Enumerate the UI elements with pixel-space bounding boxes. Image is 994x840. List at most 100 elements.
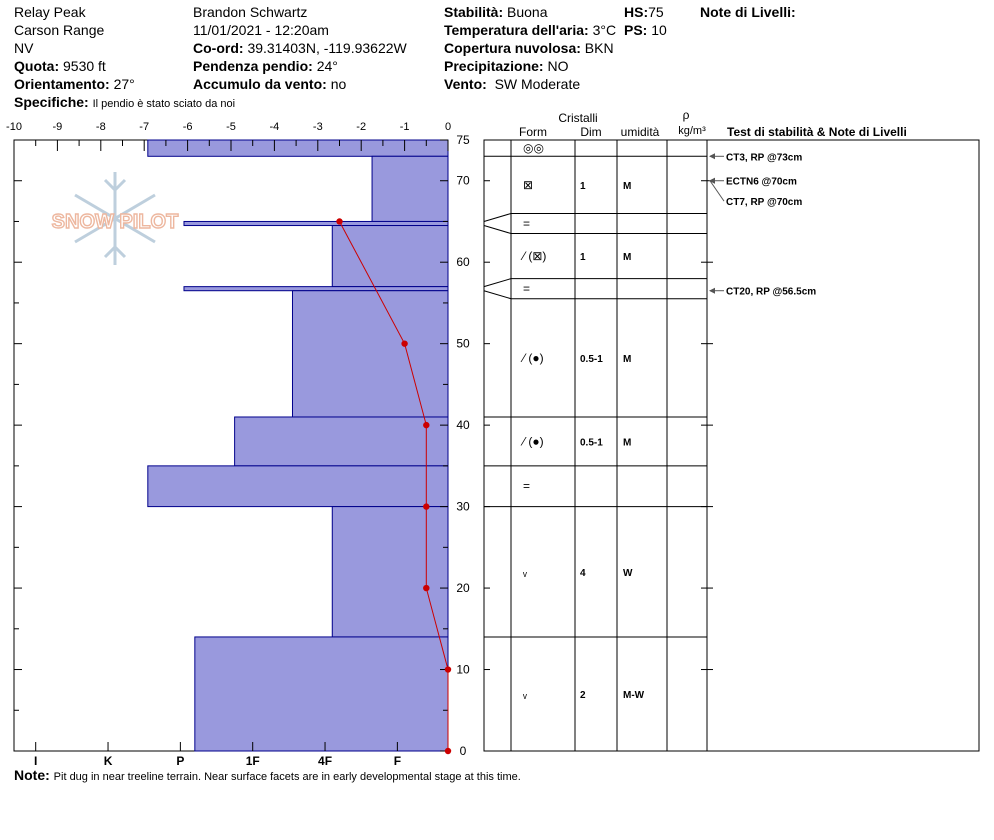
elevation-row: Quota: 9530 ft — [14, 57, 235, 75]
layer-notes-heading: Note di Livelli: — [700, 3, 796, 21]
layer-connector — [483, 212, 512, 222]
specifics-row: Specifiche: Il pendio è stato sciato da … — [14, 93, 235, 113]
temp-tick-label: -8 — [96, 121, 106, 133]
layer-moisture: M — [623, 437, 631, 448]
hardness-layers — [147, 139, 449, 752]
layer-size: 0.5-1 — [580, 437, 603, 448]
slope-value: 24° — [316, 58, 338, 74]
coord-label: Co-ord: — [193, 40, 244, 56]
depth-tick-label: 70 — [456, 174, 470, 188]
hardness-bar — [194, 636, 449, 752]
temp-tick-label: -2 — [356, 121, 366, 133]
depth-tick-label: 20 — [456, 581, 470, 595]
layer-moisture: W — [623, 568, 633, 579]
layer-size: 0.5-1 — [580, 354, 603, 365]
layer-size: 4 — [580, 568, 586, 579]
layer-form: = — [523, 479, 530, 493]
depth-tick-label: 60 — [456, 255, 470, 269]
layer-connector — [483, 225, 512, 235]
stability-row: Stabilità: Buona — [444, 3, 616, 21]
layer-size: 1 — [580, 252, 586, 263]
layer-moisture: M-W — [623, 690, 645, 701]
wind-row: Vento: SW Moderate — [444, 75, 616, 93]
header-stability-tests: Test di stabilità & Note di Livelli — [727, 125, 907, 139]
precip-value: NO — [547, 58, 569, 74]
precip-row: Precipitazione: NO — [444, 57, 616, 75]
elevation-value: 9530 ft — [63, 58, 106, 74]
slope-row: Pendenza pendio: 24° — [193, 57, 407, 75]
wind-loading-value: no — [330, 76, 347, 92]
coord-value: 39.31403N, -119.93622W — [247, 40, 407, 56]
aspect-label: Orientamento: — [14, 76, 110, 92]
hardness-bar — [371, 155, 449, 222]
ps-value: 10 — [651, 22, 667, 38]
snow-profile-chart: SNOW PILOT -10 -9 -8 -7 -6 -5 -4 -3 -2 -1 0 I K P 1F 4… — [6, 108, 980, 768]
layer-moisture: M — [623, 354, 631, 365]
note-text: Pit dug in near treeline terrain. Near s… — [53, 771, 521, 783]
layer-form: ◎◎ — [523, 141, 544, 155]
temp-tick-label: -7 — [139, 121, 149, 133]
layer-form: ⊠ — [523, 178, 533, 192]
temp-point — [401, 340, 408, 347]
stability-test-arrowhead — [709, 177, 715, 184]
wind-loading-row: Accumulo da vento: no — [193, 75, 407, 93]
temp-tick-label: -5 — [226, 121, 236, 133]
stability-test-arrowhead — [709, 287, 715, 294]
layer-connector — [483, 278, 512, 288]
observation-datetime: 11/01/2021 - 12:20am — [193, 22, 329, 38]
stability-test-label: CT7, RP @70cm — [726, 197, 802, 208]
layer-size: 1 — [580, 181, 586, 192]
note-label: Note: — [14, 767, 50, 783]
temp-point — [444, 747, 452, 755]
stability-value: Buona — [507, 4, 548, 20]
elevation-label: Quota: — [14, 58, 60, 74]
hardness-tick-label: K — [104, 754, 113, 768]
hardness-tick-label: F — [394, 754, 401, 768]
depth-tick-label: 40 — [456, 418, 470, 432]
depth-tick-label: 30 — [456, 500, 470, 514]
stability-tests: CT3, RP @73cm ECTN6 @70cm CT7, RP @70cm CT2… — [709, 152, 816, 298]
state: NV — [14, 40, 34, 56]
layer-rows: ◎◎ ⊠ 1 M = ⁄ (⊠) 1 M = ⁄ (●) 0.5-1 M ⁄ (●) 0.5-1 M = ᵥ 4 W… — [483, 141, 707, 701]
ps-row: PS: 10 — [624, 21, 667, 39]
stability-test-arrowhead — [709, 153, 715, 160]
specifics-value: Il pendio è stato sciato da noi — [92, 98, 236, 110]
logo-text: SNOW PILOT — [52, 211, 179, 233]
precip-label: Precipitazione: — [444, 58, 544, 74]
temp-point — [444, 666, 452, 673]
layer-moisture: M — [623, 181, 631, 192]
stability-test-label: ECTN6 @70cm — [726, 177, 797, 188]
air-temp-value: 3°C — [592, 22, 617, 38]
header-crystals: Cristalli — [558, 111, 597, 125]
layer-table-ticks — [484, 139, 713, 752]
hardness-tick-label: P — [176, 754, 184, 768]
layer-table-frame — [483, 139, 980, 752]
note-row: Note: Pit dug in near treeline terrain. … — [14, 767, 521, 783]
depth-axis: 0 10 20 30 40 50 60 70 75 — [14, 133, 470, 758]
layer-form: ᵥ — [522, 687, 527, 701]
layer-form: ⁄ (●) — [520, 351, 544, 365]
stability-label: Stabilità: — [444, 4, 504, 20]
header-form: Form — [519, 125, 547, 139]
hardness-bar — [147, 465, 449, 508]
layer-form: ⁄ (●) — [520, 434, 544, 448]
wind-label: Vento: — [444, 76, 487, 92]
layer-form: ᵥ — [522, 565, 527, 579]
hardness-bar — [331, 225, 449, 288]
air-temp-label: Temperatura dell'aria: — [444, 22, 589, 38]
hs-ps-block: HS:75 PS: 10 — [624, 3, 667, 39]
layer-connector — [483, 290, 512, 300]
temperature-profile — [336, 218, 452, 755]
temp-tick-label: -4 — [270, 121, 280, 133]
hardness-bar — [183, 220, 449, 227]
temp-point — [423, 421, 430, 429]
temp-tick-label: -10 — [6, 121, 22, 133]
conditions-block: Stabilità: Buona Temperatura dell'aria: … — [444, 3, 616, 93]
wind-value: SW Moderate — [494, 76, 581, 92]
temp-tick-label: -9 — [53, 121, 63, 133]
stability-test-label: CT3, RP @73cm — [726, 152, 802, 163]
hardness-bar — [331, 506, 449, 638]
header-size: Dim — [580, 125, 601, 139]
wind-loading-label: Accumulo da vento: — [193, 76, 327, 92]
hs-row: HS:75 — [624, 3, 667, 21]
